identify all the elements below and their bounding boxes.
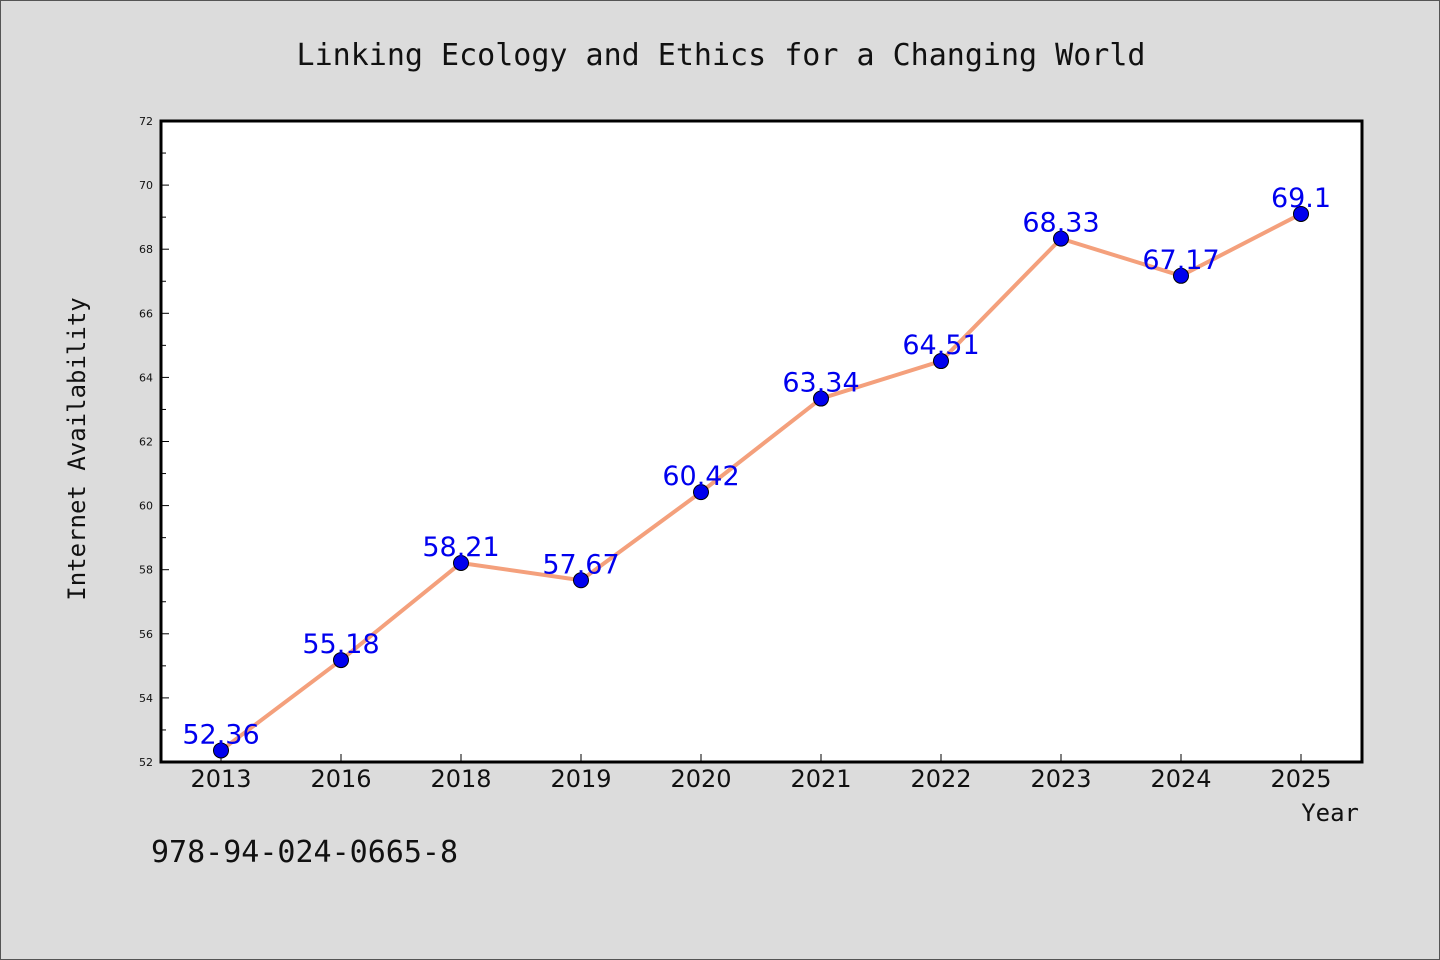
data-label: 57.67 (542, 549, 619, 580)
y-tick-label: 54 (139, 692, 153, 705)
plot-area (159, 119, 1364, 764)
data-point (573, 572, 589, 589)
data-label: 58.21 (422, 532, 499, 563)
x-tick-label: 2022 (910, 765, 971, 793)
y-tick-label: 64 (139, 371, 153, 384)
y-axis: 52 54 56 58 60 62 64 66 68 70 72 (139, 115, 169, 769)
y-tick-label: 66 (139, 307, 153, 320)
x-axis: 2013 2016 2018 2019 2020 2021 2022 2023 2024 2025 (190, 754, 1332, 793)
data-label: 60.42 (662, 461, 739, 492)
data-markers (213, 205, 1309, 759)
data-label: 67.17 (1142, 245, 1219, 276)
x-axis-label: Year (1301, 799, 1359, 827)
data-label: 55.18 (302, 629, 379, 660)
data-point (1173, 267, 1189, 284)
data-point (1053, 230, 1069, 247)
y-axis-label: Internet Availability (63, 297, 91, 600)
data-point (453, 554, 469, 571)
data-point (1293, 205, 1309, 222)
x-tick-label: 2019 (550, 765, 611, 793)
x-tick-label: 2013 (190, 765, 251, 793)
x-tick-label: 2025 (1270, 765, 1331, 793)
y-tick-label: 72 (139, 115, 153, 128)
data-label: 64.51 (902, 330, 979, 361)
y-tick-label: 60 (139, 500, 153, 513)
data-point (693, 484, 709, 501)
data-label: 63.34 (782, 368, 859, 399)
data-point (213, 742, 229, 759)
x-tick-label: 2018 (430, 765, 491, 793)
y-tick-label: 52 (139, 756, 153, 769)
data-labels: 52.36 55.18 58.21 57.67 60.42 63.34 64.51 68.33… (182, 183, 1331, 751)
x-tick-label: 2020 (670, 765, 731, 793)
x-tick-label: 2021 (790, 765, 851, 793)
data-label: 69.1 (1271, 183, 1331, 214)
y-tick-label: 58 (139, 564, 153, 577)
y-tick-label: 68 (139, 243, 153, 256)
data-point (813, 390, 829, 407)
data-point (933, 353, 949, 370)
chart-title: Linking Ecology and Ethics for a Changin… (297, 38, 1146, 73)
y-tick-label: 62 (139, 436, 153, 449)
y-tick-label: 56 (139, 628, 153, 641)
isbn-text: 978-94-024-0665-8 (151, 835, 459, 870)
x-tick-label: 2024 (1150, 765, 1211, 793)
y-tick-label: 70 (139, 179, 153, 192)
x-tick-label: 2016 (310, 765, 371, 793)
x-tick-label: 2023 (1030, 765, 1091, 793)
series-line (219, 211, 1303, 753)
data-label: 68.33 (1022, 208, 1099, 239)
data-point (333, 652, 349, 669)
series-polyline (219, 211, 1303, 753)
data-label: 52.36 (182, 719, 259, 750)
